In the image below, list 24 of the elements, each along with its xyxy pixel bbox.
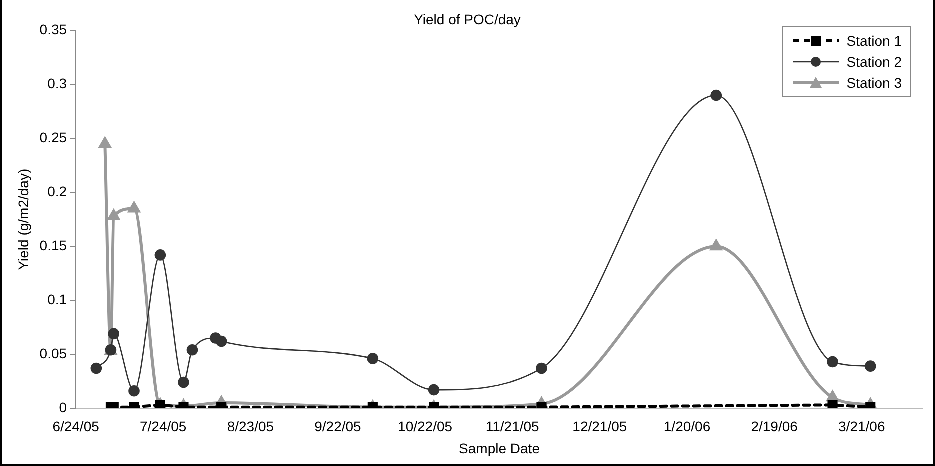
legend-label: Station 1 (846, 32, 902, 48)
x-tick-label: 2/19/06 (751, 418, 798, 435)
chart-title: Yield of POC/day (414, 11, 521, 28)
y-tick-label: 0.25 (40, 130, 68, 146)
x-tick-label: 1/20/06 (664, 418, 711, 435)
x-tick-label: 9/22/05 (314, 418, 362, 435)
x-tick-label: 10/22/05 (398, 418, 453, 435)
x-tick-label: 11/21/05 (486, 418, 540, 435)
x-tick-label: 8/23/05 (227, 418, 274, 435)
x-tick-label: 12/21/05 (572, 418, 628, 435)
y-tick-label: 0.15 (40, 237, 68, 254)
y-tick-label: 0.1 (48, 291, 68, 308)
x-tick-label: 6/24/05 (52, 418, 100, 435)
x-tick-label: 3/21/06 (838, 418, 886, 435)
y-tick-label: 0.2 (48, 183, 68, 200)
x-axis-title: Sample Date (459, 440, 540, 456)
legend-label: Station 3 (846, 74, 902, 90)
y-axis-title: Yield (g/m2/day) (15, 168, 32, 270)
y-tick-label: 0.05 (40, 345, 68, 362)
legend-label: Station 2 (846, 54, 902, 70)
y-tick-label: 0.35 (40, 22, 68, 38)
x-tick-label: 7/24/05 (140, 418, 187, 435)
y-tick-label: 0 (59, 399, 68, 416)
y-tick-label: 0.3 (48, 76, 68, 92)
